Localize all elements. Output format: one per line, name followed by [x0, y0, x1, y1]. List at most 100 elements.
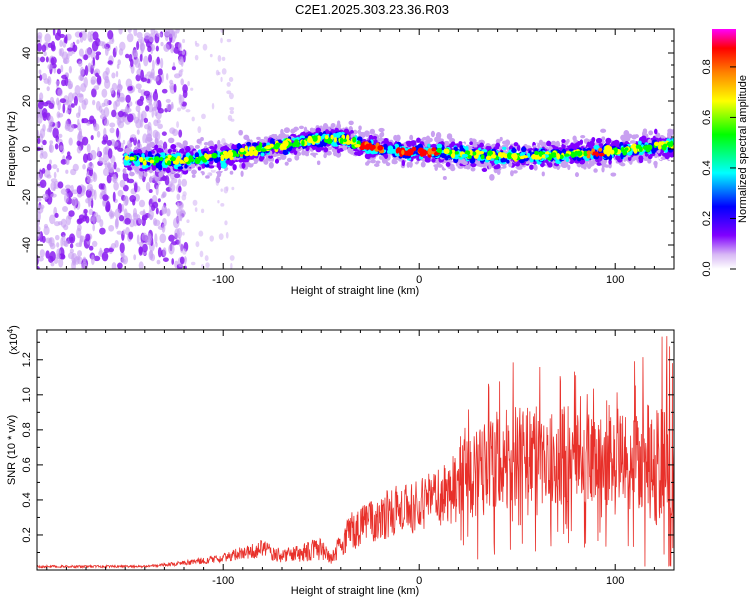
spectrogram-cell: [217, 139, 221, 146]
spectrogram-noise-blob: [76, 218, 83, 225]
spectrogram-noise-blob: [174, 228, 180, 239]
spectrogram-noise-blob: [90, 134, 94, 141]
spectrogram-noise-blob: [40, 144, 44, 156]
spectrogram-noise-blob: [135, 119, 142, 129]
spectrogram-noise-blob: [127, 86, 133, 91]
spectrogram-noise-blob: [52, 127, 59, 139]
spectrogram-cell: [409, 134, 414, 141]
spectrogram-noise-blob: [103, 98, 110, 107]
spectrogram-noise-blob: [149, 214, 153, 221]
spectrogram-noise-blob: [112, 176, 118, 184]
spectrogram-cell: [546, 140, 552, 147]
spectrogram-noise-blob: [49, 140, 54, 145]
spectrogram-noise-blob: [192, 199, 198, 206]
spectrogram-noise-blob: [225, 186, 229, 191]
spectrogram-cell: [424, 158, 431, 163]
spectrogram-cell: [511, 148, 517, 153]
spectrogram-cell: [208, 165, 215, 169]
spectrogram-cell: [375, 160, 381, 164]
spectrogram-cell: [378, 137, 384, 142]
spectrogram-cell: [537, 142, 541, 149]
spectrogram-cell: [391, 158, 396, 165]
spectrogram-noise-blob: [231, 186, 235, 191]
spectrogram-noise-blob: [42, 124, 46, 132]
spectrogram-noise-blob: [178, 236, 181, 247]
spectrogram-noise-blob: [175, 29, 180, 34]
spectrogram-noise-blob: [41, 235, 46, 244]
spectrogram-cell: [572, 135, 577, 142]
spectrogram-cell: [359, 150, 364, 156]
spectrogram-cell: [268, 161, 274, 169]
spectrogram-noise-blob: [65, 158, 70, 166]
spectrogram-noise-blob: [148, 250, 154, 261]
spectrogram-content: [37, 29, 674, 269]
spectrogram-cell: [533, 164, 538, 171]
spectrogram-cell: [435, 136, 440, 144]
spectrogram-noise-blob: [105, 67, 110, 76]
spectrogram-noise-blob: [137, 110, 141, 121]
spectrogram-cell: [143, 171, 148, 178]
spectrogram-cell: [167, 154, 172, 159]
spectrogram-noise-blob: [136, 98, 144, 107]
spectrogram-noise-blob: [161, 191, 167, 198]
spectrogram-noise-blob: [186, 219, 190, 224]
spectrogram-cell: [295, 117, 299, 124]
spectrogram-cell: [332, 150, 338, 157]
spectrogram-cell: [620, 152, 624, 160]
spectrogram-noise-blob: [103, 167, 109, 177]
spectrogram-noise-blob: [53, 171, 57, 179]
spectrogram-noise-blob: [229, 255, 235, 261]
spectrogram-noise-blob: [162, 257, 169, 262]
spectrogram-noise-blob: [57, 88, 63, 97]
spectrogram-noise-blob: [63, 95, 70, 106]
spectrogram-noise-blob: [99, 227, 106, 235]
spectrogram-noise-blob: [209, 235, 214, 242]
spectrogram-noise-blob: [57, 181, 64, 189]
spectrogram-cell: [604, 164, 610, 168]
spectrogram-cell: [305, 152, 310, 157]
spectrogram-noise-blob: [89, 149, 97, 160]
spectrogram-noise-blob: [202, 43, 208, 51]
spectrogram-noise-blob: [59, 145, 64, 151]
spectrogram-noise-blob: [166, 208, 171, 217]
spectrogram-noise-blob: [119, 179, 126, 188]
spectrogram-cell: [610, 172, 617, 177]
spectrogram-noise-blob: [182, 89, 188, 99]
spectrogram-noise-blob: [50, 262, 55, 267]
spectrogram-noise-blob: [123, 195, 129, 207]
spectrogram-cell: [470, 166, 476, 172]
spectrogram-noise-blob: [182, 248, 187, 255]
spectrogram-cell: [333, 137, 338, 143]
spectrogram-noise-blob: [60, 158, 67, 165]
spectrogram-noise-blob: [190, 87, 194, 91]
spectrogram-cell: [315, 154, 320, 159]
spectrogram-noise-blob: [86, 178, 93, 184]
spectrogram-noise-blob: [79, 235, 84, 244]
spectrogram-noise-blob: [69, 248, 74, 254]
spectrogram-noise-blob: [136, 234, 140, 245]
spectrogram-noise-blob: [129, 195, 137, 203]
spectrogram-noise-blob: [71, 252, 78, 264]
spectrogram-noise-blob: [37, 197, 42, 202]
spectrogram-noise-blob: [228, 92, 234, 100]
spectrogram-cell: [158, 164, 163, 171]
spectrogram-noise-blob: [205, 262, 210, 268]
spectrogram-noise-blob: [81, 136, 89, 146]
spectrogram-noise-blob: [92, 224, 95, 232]
spectrogram-noise-blob: [122, 139, 126, 145]
spectrogram-cell: [364, 153, 371, 160]
spectrogram-cell: [294, 154, 300, 161]
spectrogram-noise-blob: [96, 130, 101, 138]
spectrogram-noise-blob: [169, 79, 174, 85]
spectrogram-noise-blob: [178, 185, 182, 193]
spectrogram-noise-blob: [127, 29, 132, 34]
spectrogram-cell: [478, 163, 485, 168]
spectrogram-noise-blob: [118, 96, 126, 103]
spectrogram-noise-blob: [128, 231, 134, 240]
spectrogram-noise-blob: [92, 31, 99, 41]
spectrogram-noise-blob: [82, 153, 89, 164]
spectrogram-noise-blob: [63, 36, 68, 44]
spectrogram-cell: [446, 133, 453, 140]
spectrogram-noise-blob: [48, 115, 54, 126]
spectrogram-cell: [243, 134, 250, 140]
